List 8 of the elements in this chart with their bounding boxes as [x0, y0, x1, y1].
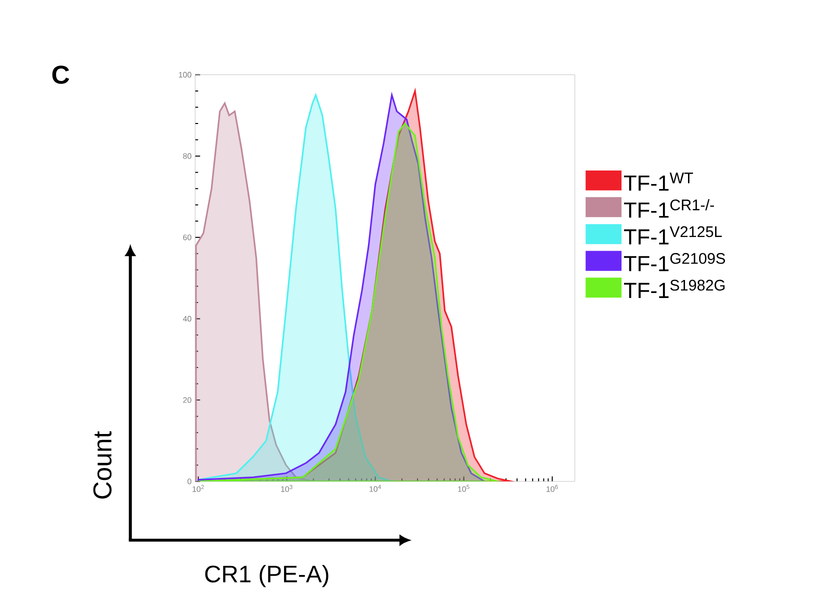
- y-axis-title: Count: [93, 431, 112, 499]
- legend-label: TF-1$^{V2125L}$: [624, 226, 722, 244]
- legend-label: TF-1$^{WT}$: [624, 172, 694, 191]
- legend-label: TF-1$^{CR1-/-}$: [624, 199, 714, 218]
- text: C: [52, 66, 70, 84]
- legend-label: TF-1$^{S1982G}$: [624, 280, 725, 298]
- x-axis-title: CR1 (PE-A): [205, 564, 328, 588]
- legend-label: TF-1$^{G2109S}$: [624, 253, 726, 272]
